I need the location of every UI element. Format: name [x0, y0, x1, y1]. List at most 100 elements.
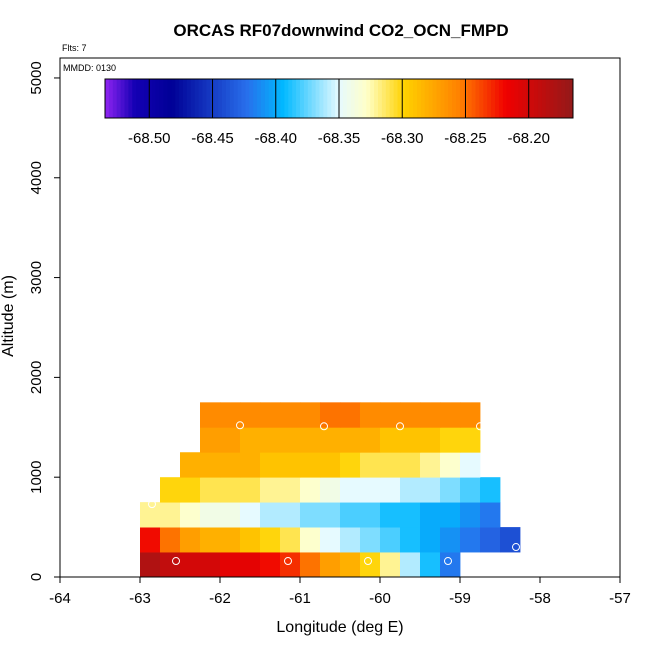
heatmap-cell — [380, 427, 401, 453]
colorbar-swatch — [510, 79, 515, 118]
colorbar-swatch — [237, 79, 242, 118]
colorbar-swatch — [245, 79, 250, 118]
colorbar-swatch — [335, 79, 340, 118]
colorbar-swatch — [463, 79, 469, 118]
heatmap-cell — [220, 402, 241, 428]
colorbar-swatch — [108, 79, 114, 118]
colorbar-swatch — [541, 79, 547, 118]
mmdd-label: MMDD: 0130 — [63, 63, 116, 73]
colorbar-swatch — [358, 79, 363, 118]
colorbar-swatch — [452, 79, 457, 118]
colorbar-swatch — [475, 79, 480, 118]
heatmap-cell — [440, 427, 461, 453]
heatmap-cell — [140, 552, 161, 578]
colorbar-swatch — [186, 79, 192, 118]
colorbar-swatch — [417, 79, 422, 118]
heatmap-cell — [420, 452, 441, 478]
heatmap-cell — [340, 552, 361, 578]
heatmap-cell — [480, 527, 501, 553]
heatmap-cell — [380, 402, 401, 428]
heatmap-cell — [300, 527, 321, 553]
sample-point — [476, 422, 484, 431]
colorbar-swatch — [385, 79, 391, 118]
heatmap-cell — [440, 402, 461, 428]
colorbar-swatch — [151, 79, 157, 118]
heatmap-cell — [180, 527, 201, 553]
colorbar-swatch — [163, 79, 168, 118]
heatmap-cell — [380, 552, 401, 578]
heatmap-cell — [160, 527, 181, 553]
sample-point — [364, 557, 372, 566]
x-tick-label: -57 — [609, 590, 631, 607]
heatmap-cell — [420, 552, 441, 578]
heatmap-cell — [180, 452, 201, 478]
colorbar-swatch — [487, 79, 492, 118]
colorbar-swatch — [413, 79, 418, 118]
heatmap-cell — [420, 427, 441, 453]
heatmap-cell — [340, 477, 361, 503]
colorbar-swatch — [420, 79, 426, 118]
colorbar-swatch — [300, 79, 305, 118]
y-axis: 0 1000 2000 3000 4000 5000 — [28, 61, 60, 581]
colorbar-tick-label: -68.50 — [128, 130, 171, 147]
colorbar-swatch — [198, 79, 203, 118]
heatmap-cell — [420, 527, 441, 553]
heatmap-cell — [400, 402, 421, 428]
heatmap-cell — [260, 452, 281, 478]
heatmap-cell — [480, 477, 501, 503]
heatmap-cell — [160, 477, 181, 503]
x-tick-label: -61 — [289, 590, 311, 607]
colorbar-swatch — [253, 79, 258, 118]
heatmap-cell — [200, 552, 221, 578]
heatmap-cell — [200, 452, 221, 478]
heatmap-cell — [420, 502, 441, 528]
heatmap-cell — [360, 452, 381, 478]
sample-point — [236, 421, 244, 430]
colorbar-swatch — [405, 79, 410, 118]
colorbar-swatch — [432, 79, 437, 118]
x-axis-title: Longitude (deg E) — [276, 619, 403, 636]
heatmap-cell — [340, 402, 361, 428]
colorbar-swatch — [171, 79, 176, 118]
colorbar-swatch — [319, 79, 324, 118]
heatmap-cell — [320, 402, 341, 428]
colorbar-swatch — [549, 79, 554, 118]
heatmap-cell — [140, 527, 161, 553]
heatmap-cell — [280, 552, 301, 578]
colorbar-swatch — [397, 79, 402, 118]
colorbar-swatch — [128, 79, 133, 118]
colorbar-swatch — [147, 79, 153, 118]
colorbar-swatch — [534, 79, 539, 118]
heatmap-cell — [320, 427, 341, 453]
x-axis: -64 -63 -62 -61 -60 -59 -58 -57 — [49, 577, 631, 607]
heatmap-cell — [260, 502, 281, 528]
flights-label: Flts: 7 — [62, 43, 87, 53]
colorbar-swatch — [315, 79, 320, 118]
sample-point — [396, 422, 404, 431]
colorbar-swatch — [190, 79, 196, 118]
colorbar-swatch — [502, 79, 508, 118]
colorbar-swatch — [264, 79, 270, 118]
heatmap-cell — [360, 527, 381, 553]
colorbar-swatch — [370, 79, 375, 118]
y-tick-label: 0 — [28, 573, 45, 581]
colorbar-swatch — [307, 79, 313, 118]
colorbar-swatch — [303, 79, 309, 118]
colorbar-swatch — [296, 79, 301, 118]
heatmap-cell — [400, 552, 421, 578]
colorbar-swatch — [424, 79, 430, 118]
colorbar-swatch — [249, 79, 254, 118]
x-tick-label: -62 — [209, 590, 231, 607]
colorbar-swatch — [144, 79, 149, 118]
colorbar-swatch — [327, 79, 332, 118]
heatmap-cell — [320, 552, 341, 578]
heatmap-cell — [220, 427, 241, 453]
colorbar-swatch — [331, 79, 336, 118]
heatmap-cell — [440, 452, 461, 478]
heatmap-cell — [460, 477, 481, 503]
heatmap-cell — [240, 527, 261, 553]
heatmap-cell — [440, 552, 461, 578]
colorbar-swatch — [202, 79, 207, 118]
colorbar-swatch — [179, 79, 184, 118]
heatmap-cell — [460, 402, 481, 428]
